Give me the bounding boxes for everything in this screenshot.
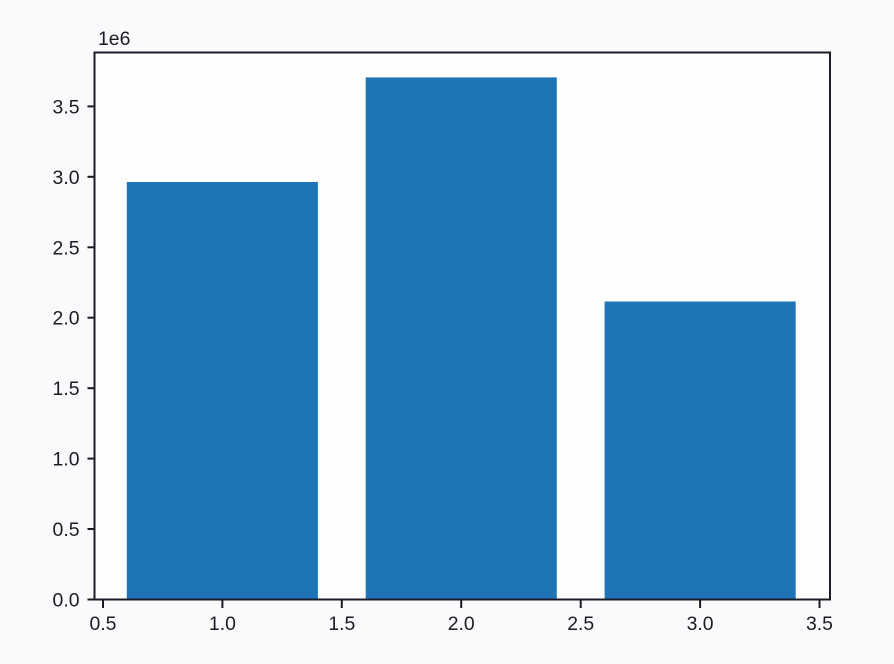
svg-text:2.5: 2.5 (567, 613, 594, 635)
svg-text:0.0: 0.0 (53, 590, 80, 612)
svg-text:3.0: 3.0 (53, 167, 80, 189)
svg-text:0.5: 0.5 (53, 519, 80, 541)
svg-text:0.5: 0.5 (90, 613, 117, 635)
svg-text:2.0: 2.0 (53, 308, 80, 330)
svg-text:1e6: 1e6 (98, 28, 130, 50)
svg-text:1.0: 1.0 (209, 613, 236, 635)
svg-text:3.0: 3.0 (687, 613, 714, 635)
svg-text:2.0: 2.0 (448, 613, 475, 635)
svg-text:1.5: 1.5 (328, 613, 355, 635)
svg-text:1.0: 1.0 (53, 449, 80, 471)
svg-text:1.5: 1.5 (53, 378, 80, 400)
svg-text:3.5: 3.5 (53, 96, 80, 118)
svg-text:2.5: 2.5 (53, 237, 80, 259)
svg-text:3.5: 3.5 (806, 613, 833, 635)
